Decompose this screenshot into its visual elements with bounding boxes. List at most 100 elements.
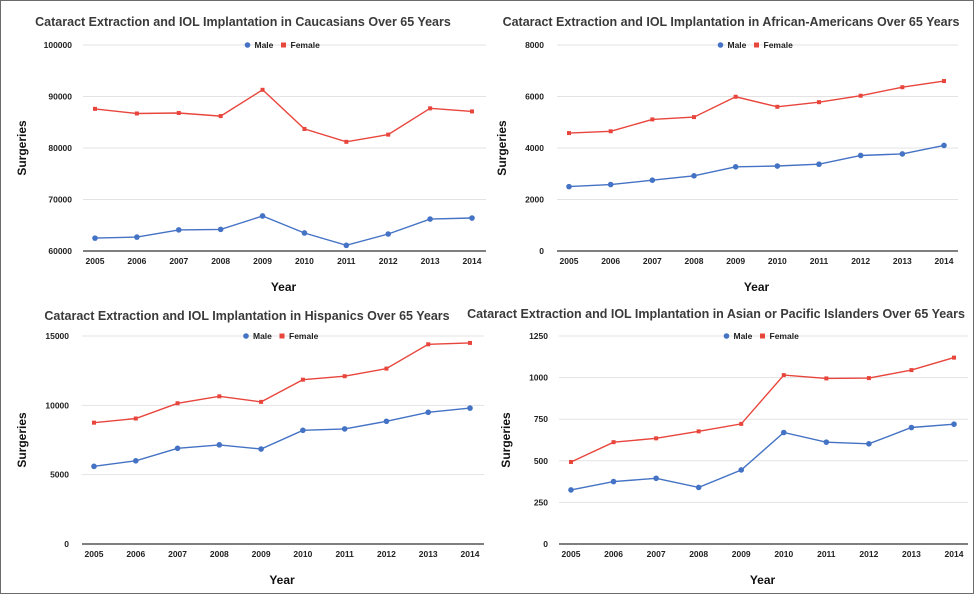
data-point-female: [739, 421, 744, 426]
chart-svg-caucasians: Cataract Extraction and IOL Implantation…: [15, 15, 486, 294]
x-tick-label: 2005: [562, 549, 581, 559]
series-line-male: [93, 407, 471, 467]
data-point-female: [133, 416, 138, 421]
data-point-male: [899, 151, 906, 157]
chart-plot-group: Cataract Extraction and IOL Implantation…: [467, 307, 968, 587]
data-point-female: [342, 374, 347, 379]
data-point-male: [951, 421, 957, 427]
data-point-female: [92, 420, 96, 425]
data-point-female: [733, 94, 738, 99]
x-tick-label: 2010: [295, 256, 314, 266]
x-tick-label: 2006: [127, 256, 146, 266]
series-line-female: [94, 88, 473, 143]
data-point-male: [653, 475, 659, 482]
x-tick-label: 2012: [851, 256, 870, 266]
y-tick-label: 0: [64, 539, 69, 549]
chart-title: Cataract Extraction and IOL Implantation…: [35, 15, 451, 29]
x-tick-label: 2007: [169, 256, 188, 266]
x-tick-label: 2007: [643, 256, 662, 266]
data-point-female: [952, 355, 956, 360]
data-point-female: [781, 373, 786, 378]
x-tick-label: 2006: [604, 549, 623, 559]
x-tick-label: 2008: [211, 256, 230, 266]
y-tick-label: 250: [534, 497, 548, 507]
x-axis-label: Year: [269, 573, 295, 587]
data-point-female: [260, 87, 265, 92]
data-point-male: [383, 418, 390, 425]
legend-label-male: Male: [255, 40, 274, 50]
x-tick-label: 2014: [463, 256, 482, 266]
x-tick-label: 2014: [461, 549, 480, 559]
legend-marker-male: [723, 333, 730, 339]
y-tick-label: 60000: [48, 246, 72, 256]
x-tick-label: 2010: [293, 549, 312, 559]
data-point-female: [468, 340, 472, 345]
data-point-female: [611, 440, 616, 445]
chart-svg-african-americans: Cataract Extraction and IOL Implantation…: [495, 15, 959, 294]
data-point-male: [216, 442, 223, 448]
legend-marker-female: [281, 42, 286, 48]
y-tick-label: 10000: [45, 400, 69, 410]
data-point-male: [259, 213, 266, 219]
data-point-male: [695, 484, 702, 491]
data-point-male: [301, 230, 308, 236]
chart-panel-asian-pacific: Cataract Extraction and IOL Implantation…: [467, 297, 974, 594]
x-tick-label: 2005: [86, 256, 105, 266]
data-point-male: [300, 427, 306, 434]
x-tick-label: 2013: [902, 549, 921, 559]
x-axis-label: Year: [744, 280, 770, 294]
data-point-male: [738, 467, 745, 473]
legend-label-male: Male: [734, 331, 753, 341]
data-point-female: [344, 139, 349, 144]
y-tick-label: 0: [539, 246, 544, 256]
data-point-female: [824, 376, 829, 381]
y-tick-label: 0: [543, 539, 548, 549]
chart-plot-group: Cataract Extraction and IOL Implantation…: [495, 15, 959, 294]
data-point-male: [780, 429, 787, 436]
data-point-female: [692, 115, 696, 120]
y-tick-label: 15000: [45, 331, 69, 341]
data-point-male: [427, 216, 433, 222]
data-point-female: [302, 126, 307, 131]
y-axis-label: Surgeries: [15, 412, 29, 468]
x-tick-label: 2007: [168, 549, 187, 559]
data-point-male: [91, 463, 97, 470]
data-point-female: [217, 394, 222, 399]
chart-plot-group: Cataract Extraction and IOL Implantation…: [15, 309, 484, 587]
x-tick-label: 2013: [893, 256, 912, 266]
legend-marker-female: [279, 333, 285, 339]
x-tick-label: 2011: [335, 549, 354, 559]
x-tick-label: 2009: [732, 549, 751, 559]
y-tick-label: 500: [534, 456, 548, 466]
data-point-male: [217, 226, 224, 233]
legend-label-male: Male: [253, 331, 272, 341]
x-tick-label: 2013: [419, 549, 438, 559]
data-point-male: [425, 409, 432, 416]
x-tick-label: 2014: [935, 256, 954, 266]
legend-label-female: Female: [289, 331, 319, 341]
y-tick-label: 70000: [48, 195, 72, 205]
data-point-male: [469, 215, 475, 221]
x-tick-label: 2007: [647, 549, 666, 559]
series-line-female: [570, 356, 955, 463]
chart-plot-group: Cataract Extraction and IOL Implantation…: [15, 15, 486, 294]
x-tick-label: 2011: [810, 256, 829, 266]
x-tick-label: 2006: [601, 256, 620, 266]
y-axis-label: Surgeries: [499, 412, 513, 468]
data-point-male: [568, 487, 574, 493]
x-axis-label: Year: [271, 280, 297, 294]
chart-panel-hispanics: Cataract Extraction and IOL Implantation…: [0, 297, 487, 594]
data-point-male: [941, 142, 947, 149]
y-tick-label: 90000: [48, 92, 72, 102]
data-point-female: [134, 111, 139, 116]
data-point-female: [900, 85, 905, 90]
data-point-male: [134, 234, 140, 240]
data-point-female: [428, 106, 433, 111]
series-line-male: [568, 144, 945, 188]
x-tick-label: 2011: [337, 256, 356, 266]
x-tick-label: 2013: [421, 256, 440, 266]
x-tick-label: 2012: [377, 549, 396, 559]
data-point-male: [132, 458, 139, 464]
series-line-male: [570, 423, 955, 491]
data-point-male: [92, 235, 98, 241]
